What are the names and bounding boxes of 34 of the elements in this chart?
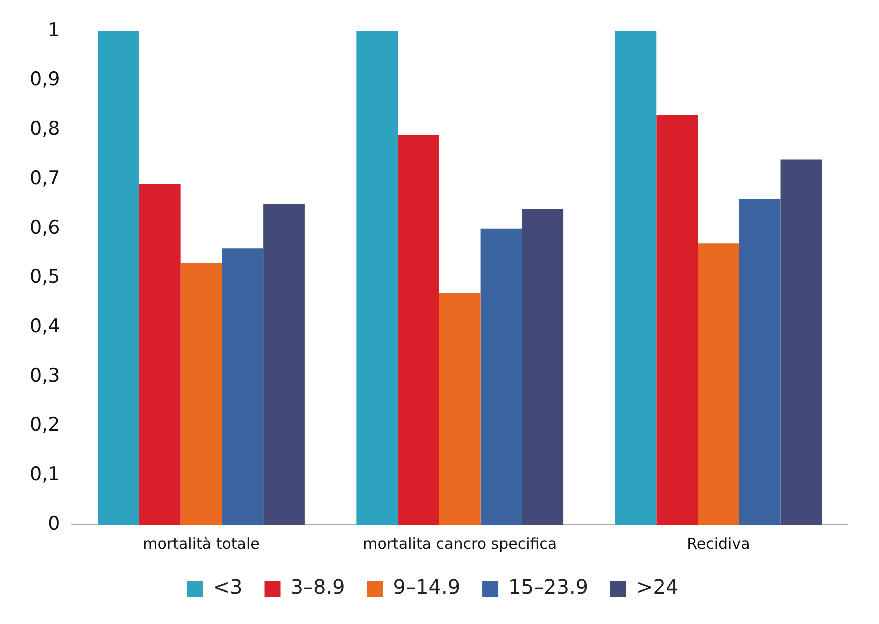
legend-label: >24: [636, 575, 679, 600]
x-tick-label: mortalità totale: [143, 534, 260, 553]
bar: [264, 204, 305, 525]
bar: [780, 160, 822, 525]
y-tick-label: 0,4: [30, 315, 60, 338]
bar: [356, 31, 398, 525]
legend-label: 9–14.9: [393, 575, 461, 600]
bar: [398, 135, 440, 525]
bar: [480, 228, 522, 525]
x-tick-label: Recidiva: [687, 534, 750, 553]
bar: [656, 115, 698, 525]
bar: [180, 263, 222, 525]
bar: [698, 244, 740, 525]
legend-label: <3: [213, 575, 243, 600]
bar: [139, 184, 181, 525]
bar: [522, 209, 564, 525]
y-tick-label: 0,5: [30, 266, 60, 288]
x-tick-label: mortalita cancro specifica: [363, 534, 558, 553]
bar: [98, 31, 140, 525]
y-tick-label: 0,1: [30, 464, 60, 486]
bar: [222, 248, 264, 525]
y-tick-label: 0,9: [30, 68, 60, 91]
y-tick-label: 0,7: [30, 167, 60, 190]
bar: [739, 199, 781, 525]
y-tick-label: 0,8: [30, 118, 60, 140]
y-tick-label: 1: [48, 19, 60, 42]
legend-label: 15–23.9: [508, 575, 589, 600]
y-tick-label: 0,2: [30, 414, 60, 436]
y-tick-label: 0,3: [30, 364, 60, 387]
legend-label: 3–8.9: [290, 575, 346, 600]
bar: [439, 293, 481, 525]
y-tick-label: 0,6: [30, 216, 60, 239]
y-tick-label: 0: [48, 512, 60, 535]
bar: [615, 31, 657, 525]
